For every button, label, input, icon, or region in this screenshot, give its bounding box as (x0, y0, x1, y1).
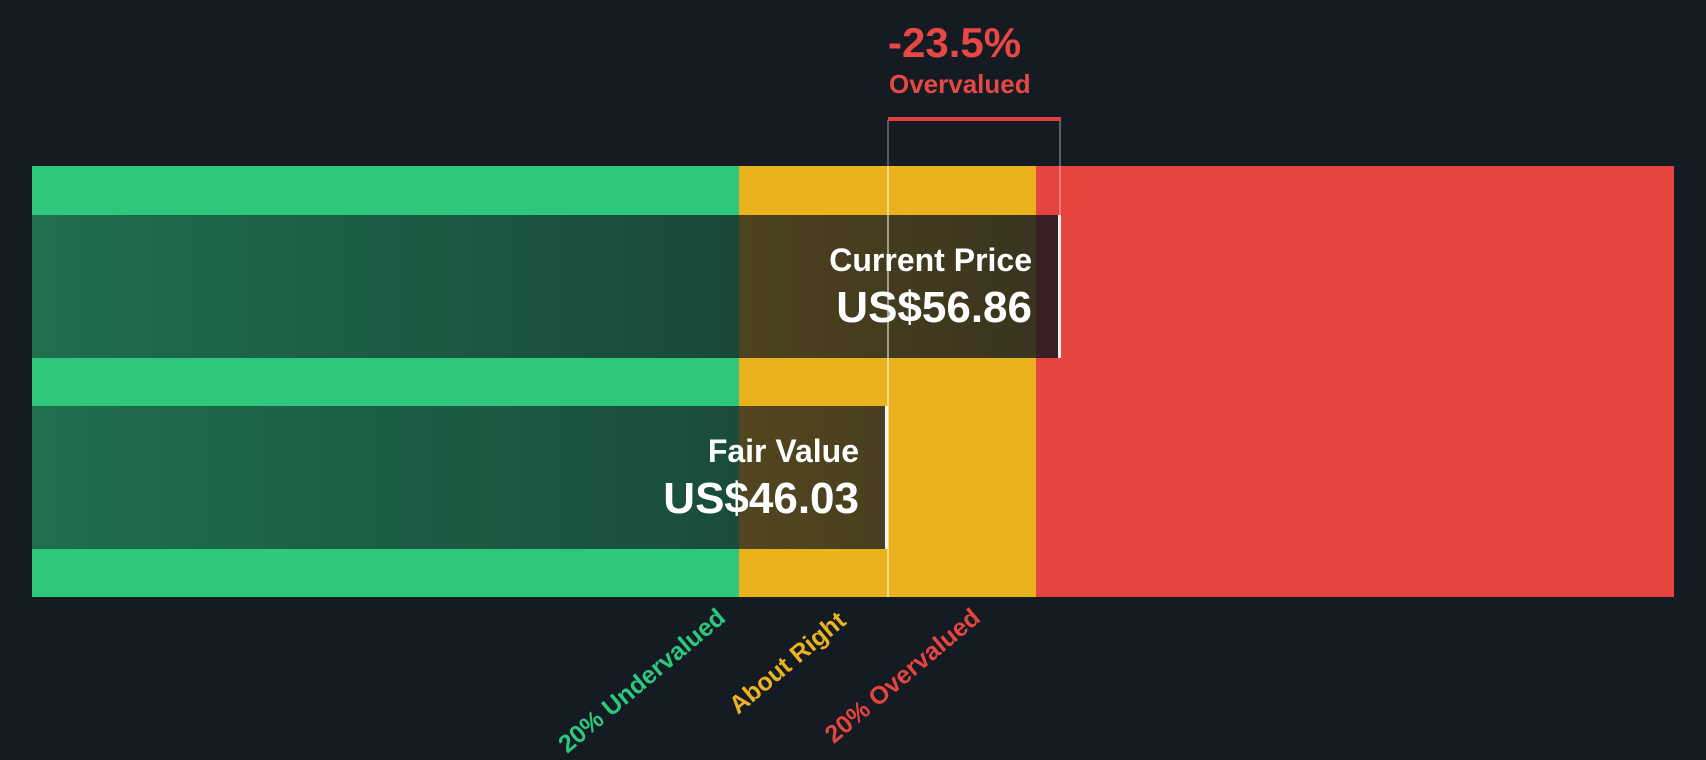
zone-label-about-right: About Right (723, 606, 852, 720)
fair-value-bar: Fair Value US$46.03 (32, 406, 888, 549)
delta-status-label: Overvalued (889, 69, 1031, 99)
fair-value-value: US$46.03 (663, 473, 859, 523)
fair-value-marker-line (887, 166, 889, 597)
current-price-bar: Current Price US$56.86 (32, 215, 1061, 358)
delta-percent-label: -23.5% (888, 19, 1022, 66)
valuation-zone-strip: Current Price US$56.86 Fair Value US$46.… (32, 166, 1674, 597)
current-price-label: Current Price (829, 241, 1032, 278)
delta-connector-line (888, 117, 1061, 121)
current-price-value: US$56.86 (836, 282, 1032, 332)
current-price-marker-line (1059, 120, 1061, 215)
fair-value-marker-line-upper (887, 120, 889, 166)
fair-value-label: Fair Value (707, 432, 859, 469)
zone-label-undervalued: 20% Undervalued (552, 603, 731, 759)
